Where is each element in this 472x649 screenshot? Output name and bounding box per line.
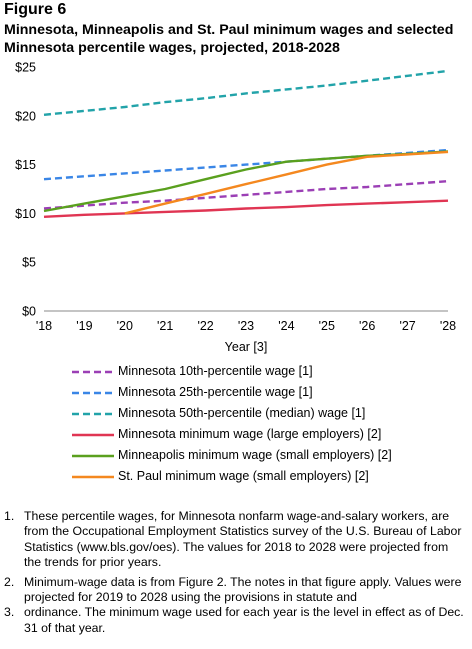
footnote: 1. These percentile wages, for Minnesota … [2,509,468,571]
legend-item: Minnesota minimum wage (large employers)… [70,426,470,446]
series-lines [43,69,449,218]
legend-swatch [72,454,114,458]
footnote: 3. ordinance. The minimum wage used for e… [2,605,468,636]
legend-swatch [72,475,114,479]
footnote-number: 1. [4,509,15,523]
x-tick-label: '23 [238,319,254,333]
legend-swatch [72,412,114,416]
x-tick-label: '18 [36,319,52,333]
x-tick-label: '27 [399,319,415,333]
y-tick-label: $0 [22,305,36,319]
legend-swatch [72,391,114,395]
legend-label: Minnesota 25th-percentile wage [1] [118,385,313,399]
x-tick-label: '28 [440,319,456,333]
series-line-3 [43,69,449,116]
series-line-6 [124,150,449,215]
x-tick-label: '24 [278,319,294,333]
footnote-text: Minimum-wage data is from Figure 2. The … [24,574,462,605]
legend-label: St. Paul minimum wage (small employers) … [118,469,369,483]
series-line-2 [43,148,449,181]
y-tick-label: $15 [15,158,36,172]
x-tick-label: '25 [319,319,335,333]
x-tick-label: '19 [76,319,92,333]
footnotes: 1. These percentile wages, for Minnesota … [2,509,468,636]
series-line-1 [43,180,449,210]
line-chart: $0 $5 $10 $15 $20 $25 '18 '19 '20 '21 '22 '23 '24 '2… [15,61,456,355]
legend-item: St. Paul minimum wage (small employers) … [70,468,470,488]
y-tick-label: $5 [22,256,36,270]
x-axis-labels: '18 '19 '20 '21 '22 '23 '24 '25 '26 '27 '28 [36,319,456,333]
footnote-number: 3. [4,605,15,620]
legend-item: Minnesota 10th-percentile wage [1] [70,363,470,383]
footnote: 2. Minimum-wage data is from Figure 2. Th… [2,575,468,606]
y-tick-label: $20 [15,109,36,123]
x-axis-title: Year [3] [225,340,268,354]
series-line-4 [43,199,449,218]
y-tick-label: $10 [15,207,36,221]
y-axis-labels: $0 $5 $10 $15 $20 $25 [15,61,36,319]
chart-title: Minnesota, Minneapolis and St. Paul mini… [4,22,454,56]
legend-label: Minnesota 10th-percentile wage [1] [118,364,313,378]
y-tick-label: $25 [15,61,36,75]
figure-label: Figure 6 [4,1,67,18]
footnote-number: 2. [4,574,15,589]
legend-swatch [72,433,114,437]
footnote-text: These percentile wages, for Minnesota no… [24,509,462,570]
x-tick-label: '21 [157,319,173,333]
legend-item: Minnesota 50th-percentile (median) wage … [70,405,470,425]
legend-label: Minnesota minimum wage (large employers)… [118,427,382,441]
x-tick-label: '26 [359,319,375,333]
x-tick-label: '20 [117,319,133,333]
footnote-text: ordinance. The minimum wage used for eac… [24,605,464,635]
x-tick-label: '22 [197,319,213,333]
legend-label: Minnesota 50th-percentile (median) wage … [118,406,366,420]
legend-item: Minneapolis minimum wage (small employer… [70,447,470,467]
legend-item: Minnesota 25th-percentile wage [1] [70,384,470,404]
legend-label: Minneapolis minimum wage (small employer… [118,448,392,462]
legend-swatch [72,370,114,374]
